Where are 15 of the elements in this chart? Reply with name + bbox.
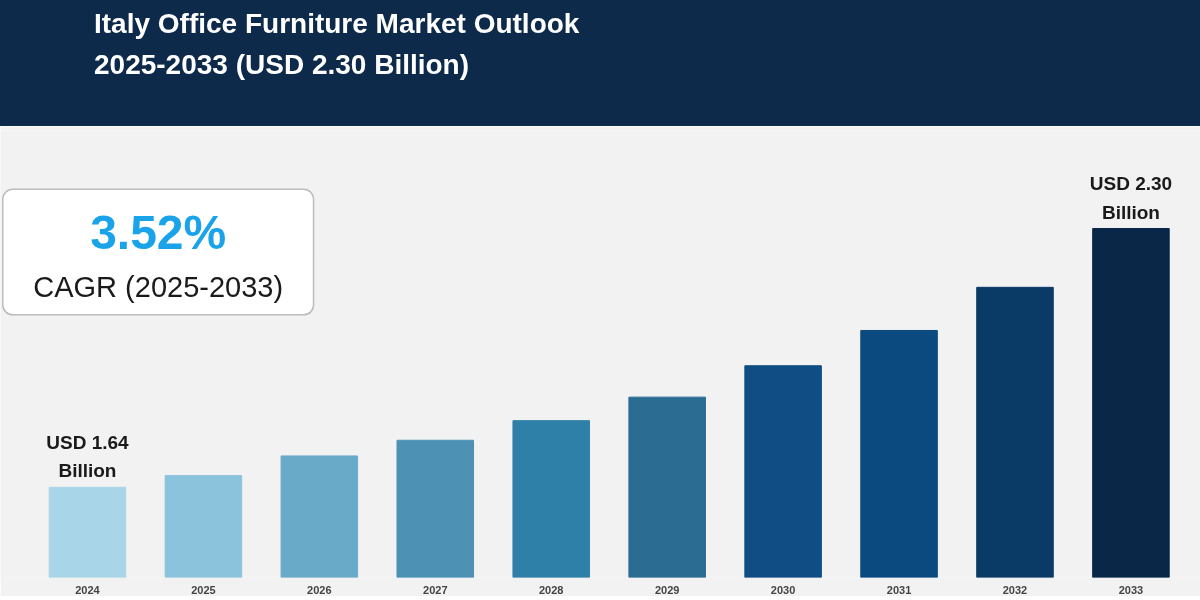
data-label: USD 1.64 Billion <box>46 431 130 482</box>
x-tick-label: 2030 <box>770 583 796 596</box>
x-tick-label: 2031 <box>886 583 912 596</box>
x-tick-label: 2032 <box>1002 583 1028 596</box>
x-tick-label: 2033 <box>1118 583 1144 596</box>
x-tick-label: 2024 <box>75 583 101 596</box>
annotation: CAGR (2025-2033) <box>33 271 284 304</box>
annotation: 3.52% <box>90 205 227 259</box>
x-tick-label: 2025 <box>191 583 216 596</box>
x-tick-label: 2027 <box>423 583 448 596</box>
data-label: USD 2.30 Billion <box>1089 173 1173 223</box>
x-tick-label: 2028 <box>538 583 564 596</box>
x-tick-label: 2026 <box>307 583 332 596</box>
x-tick-label: 2029 <box>654 583 680 596</box>
chart-title: Italy Office Furniture Market Outlook 2025-2033 (USD 2.30 Billion) <box>94 7 580 82</box>
